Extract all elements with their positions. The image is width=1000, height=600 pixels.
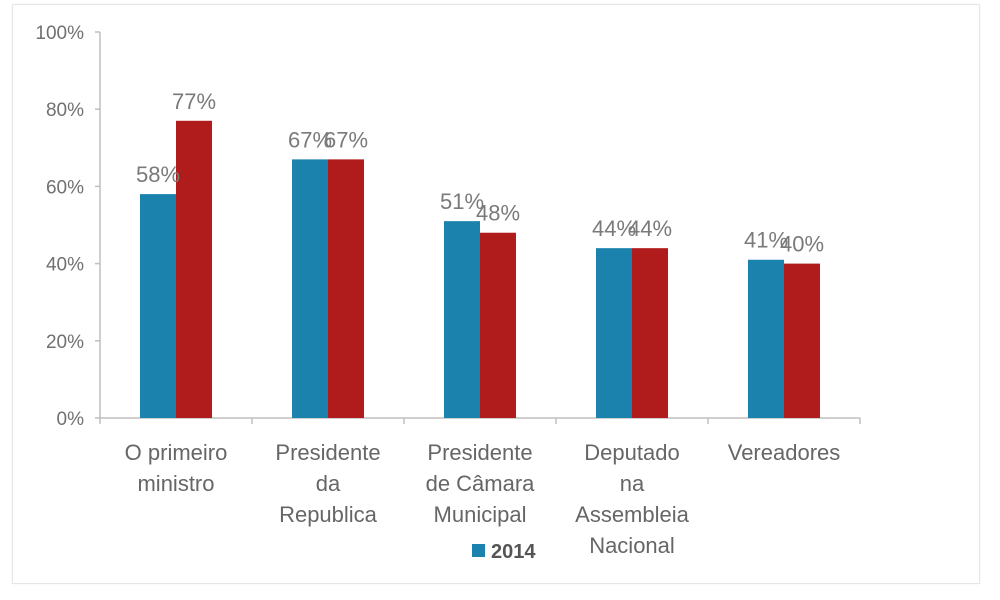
category-label: Presidente da Republica [275, 440, 380, 527]
chart-data-labels: 58% 77% 67%67% 51%48% 44%44% 41%40% [136, 89, 824, 257]
bar-series-1 [292, 159, 328, 418]
y-tick-label: 80% [46, 100, 84, 121]
data-label: 77% [172, 89, 216, 114]
data-label: 44% [628, 216, 672, 241]
bar-series-2 [632, 248, 668, 418]
data-label: 51% [440, 189, 484, 214]
data-label: 40% [780, 232, 824, 257]
data-label: 48% [476, 201, 520, 226]
data-label: 67% [324, 127, 368, 152]
chart-axes: 0% 20% 40% 60% 80% 100% [35, 23, 861, 430]
chart-category-labels: O primeiro ministro Presidente da Republica P… [125, 440, 841, 558]
bar-series-2 [176, 120, 212, 418]
y-tick-label: 20% [46, 332, 84, 353]
bar-series-1 [140, 194, 176, 418]
category-label: Presidente de Câmara Municipal [426, 440, 536, 527]
bar-series-2 [328, 159, 364, 418]
data-label: 58% [136, 162, 180, 187]
category-label: Deputado na Assembleia Nacional [575, 440, 689, 558]
legend-swatch [472, 544, 485, 557]
data-label: 44% [592, 216, 636, 241]
category-label: O primeiro ministro [125, 440, 228, 496]
category-label: Vereadores [728, 440, 841, 465]
chart-bars [140, 120, 820, 418]
y-tick-label: 100% [35, 23, 84, 44]
bar-series-1 [444, 221, 480, 418]
y-tick-label: 60% [46, 177, 84, 198]
bar-series-1 [748, 259, 784, 418]
bar-series-2 [480, 232, 516, 418]
y-tick-label: 40% [46, 255, 84, 276]
data-label: 67% [288, 127, 332, 152]
chart-legend: 2014 [472, 541, 536, 563]
data-label: 41% [744, 228, 788, 253]
bar-series-2 [784, 263, 820, 418]
y-tick-label: 0% [57, 409, 85, 430]
legend-label: 2014 [491, 541, 536, 563]
bar-series-1 [596, 248, 632, 418]
